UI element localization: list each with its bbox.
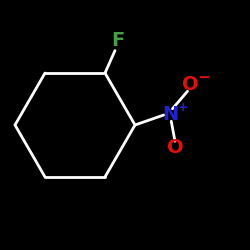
Text: N: N bbox=[162, 106, 178, 124]
Text: O: O bbox=[167, 138, 183, 157]
Text: F: F bbox=[111, 31, 124, 50]
Text: O: O bbox=[182, 76, 198, 94]
Text: −: − bbox=[198, 70, 210, 85]
Text: +: + bbox=[178, 101, 188, 114]
